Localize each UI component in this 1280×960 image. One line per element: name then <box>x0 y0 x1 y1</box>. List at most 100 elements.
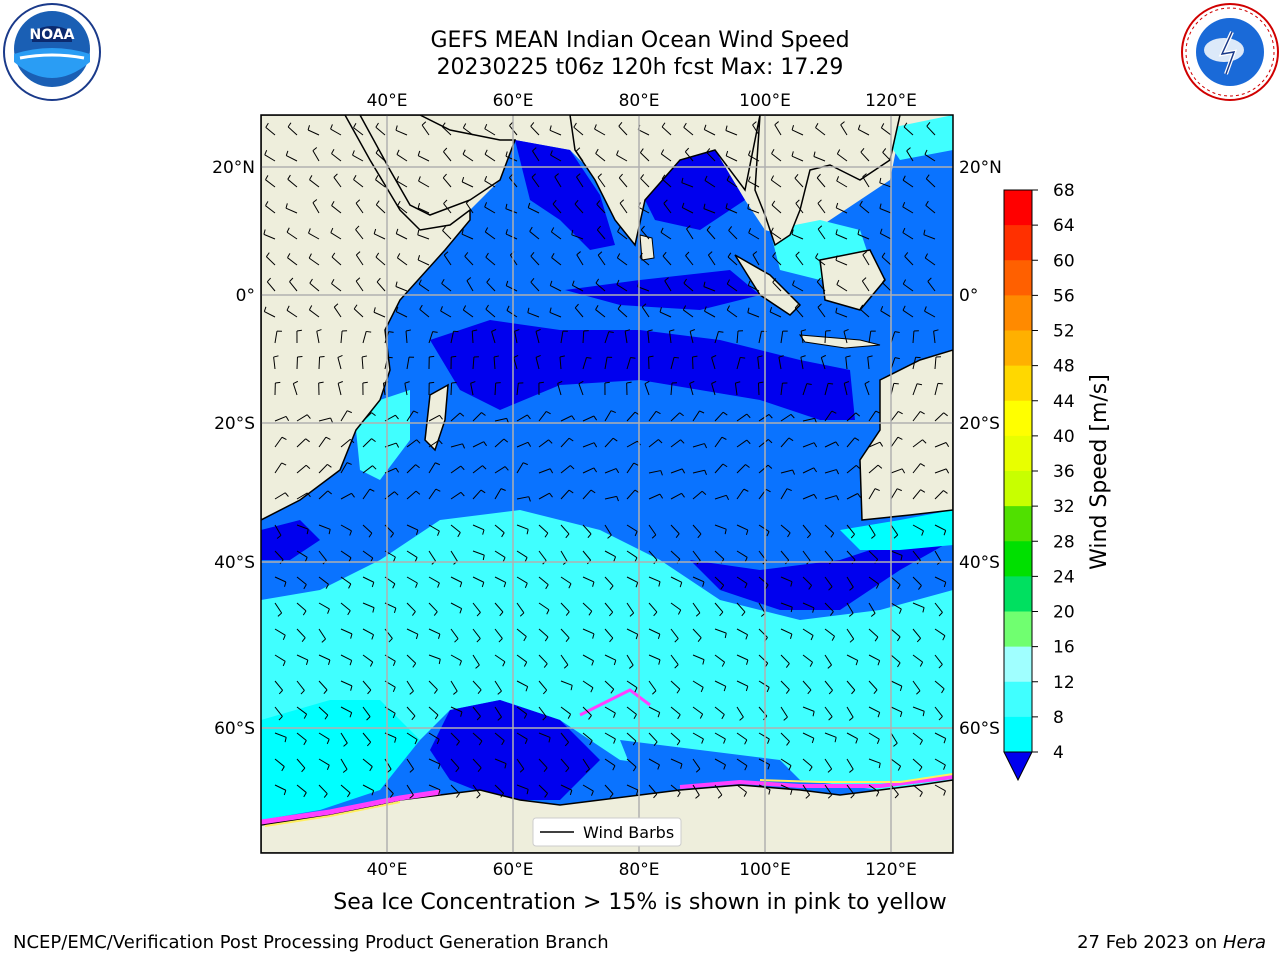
wind-barb-flag <box>567 713 572 719</box>
wind-barb <box>494 417 507 422</box>
wind-barb-flag <box>899 685 903 692</box>
wind-barb <box>472 758 482 769</box>
wind-barb-flag <box>812 711 815 717</box>
wind-barb <box>626 758 637 768</box>
wind-barb-flag <box>897 765 902 771</box>
wind-barb-flag <box>375 175 379 180</box>
wind-barb <box>912 357 917 370</box>
wind-barb <box>604 784 614 795</box>
wind-barb-flag <box>629 664 634 669</box>
wind-barb <box>287 178 298 188</box>
java-land <box>798 334 881 349</box>
wind-barb-flag <box>768 414 773 419</box>
wind-barb-flag <box>419 304 423 310</box>
wind-barb <box>736 550 748 558</box>
wind-barb <box>912 784 923 793</box>
wind-barb-flag <box>571 280 575 286</box>
wind-barb-flag <box>519 768 525 773</box>
colorbar-segment <box>1004 365 1032 402</box>
wind-barb <box>752 254 760 266</box>
wind-barb-flag <box>505 203 508 209</box>
antarctica-land <box>261 779 953 853</box>
wind-barb <box>648 524 657 536</box>
sea-ice-caption: Sea Ice Concentration > 15% is shown in … <box>333 890 947 915</box>
wind-barb-flag <box>626 381 632 384</box>
wind-barb <box>535 357 540 370</box>
wind-barb-flag <box>308 228 311 234</box>
wind-barb <box>706 229 716 240</box>
wind-barb-flag <box>876 738 880 744</box>
wind-barb <box>340 331 343 344</box>
wind-barb <box>802 576 812 586</box>
wind-barb <box>771 204 782 214</box>
wind-barb <box>626 411 636 422</box>
wind-barb-flag <box>575 147 581 152</box>
wind-barb <box>933 331 936 344</box>
wind-barb <box>748 180 760 188</box>
wind-barb-flag <box>724 529 727 535</box>
wind-barb <box>619 202 628 214</box>
wind-barb <box>362 680 372 691</box>
wind-barb-flag <box>395 125 398 131</box>
wind-barb <box>890 488 898 500</box>
wind-barb-flag <box>679 582 683 588</box>
wind-barb <box>912 706 925 712</box>
wind-barb-flag <box>394 491 399 496</box>
wind-barb-flag <box>791 151 794 157</box>
wind-barb-flag <box>375 200 380 206</box>
wind-barb-flag <box>791 125 795 131</box>
wind-barb-flag <box>933 329 939 332</box>
wind-barb-flag <box>767 464 773 469</box>
wind-barb-flag <box>813 494 818 499</box>
wind-barb <box>286 309 298 318</box>
wind-barb <box>538 706 547 717</box>
wind-barb-flag <box>369 766 373 772</box>
wind-barb-flag <box>368 532 373 538</box>
colorbar-tick-label: 44 <box>1053 392 1075 412</box>
wind-barb <box>582 550 592 561</box>
wind-barb-flag <box>500 488 506 491</box>
wind-barb-flag <box>595 148 599 154</box>
wind-barb <box>912 680 921 692</box>
wind-barb <box>450 654 462 662</box>
wind-barb <box>770 231 782 240</box>
wind-barb <box>560 550 568 562</box>
wind-barb <box>881 127 892 136</box>
wind-barb-flag <box>875 410 881 414</box>
wind-barb <box>309 282 320 292</box>
wind-barb-flag <box>395 306 399 312</box>
wind-barb <box>582 524 592 535</box>
wind-barb <box>331 283 342 292</box>
wind-barb-flag <box>918 766 923 772</box>
wind-barb <box>714 602 724 613</box>
wind-barb-flag <box>330 227 334 233</box>
wind-barb <box>353 308 364 318</box>
wind-barb <box>516 628 527 637</box>
wind-barb-flag <box>726 305 730 311</box>
wind-barb-flag <box>792 469 796 475</box>
wind-barb-flag <box>925 174 930 180</box>
wind-barb-flag <box>457 532 461 538</box>
wind-barb <box>355 280 364 292</box>
wind-barb <box>714 784 723 796</box>
wind-barb <box>795 203 804 214</box>
wind-barb-flag <box>388 331 394 333</box>
wind-barb <box>692 524 702 535</box>
colorbar-segment <box>1004 611 1032 648</box>
wind-barb-flag <box>460 711 463 717</box>
wind-barb-flag <box>499 611 504 617</box>
wind-barb-flag <box>330 124 333 130</box>
wind-barb <box>824 758 833 770</box>
wind-barb-flag <box>462 149 466 155</box>
wind-barb <box>362 438 372 448</box>
wind-barb-flag <box>312 147 318 152</box>
wind-barb-flag <box>526 414 531 420</box>
wind-barb-flag <box>765 488 771 493</box>
wind-barb <box>640 178 650 188</box>
wind-barb-flag <box>612 437 618 442</box>
wind-barb-flag <box>476 794 481 799</box>
wind-barb <box>758 576 769 586</box>
wind-barb-flag <box>484 176 488 182</box>
wind-barb <box>486 281 496 292</box>
wind-barb <box>464 255 474 266</box>
